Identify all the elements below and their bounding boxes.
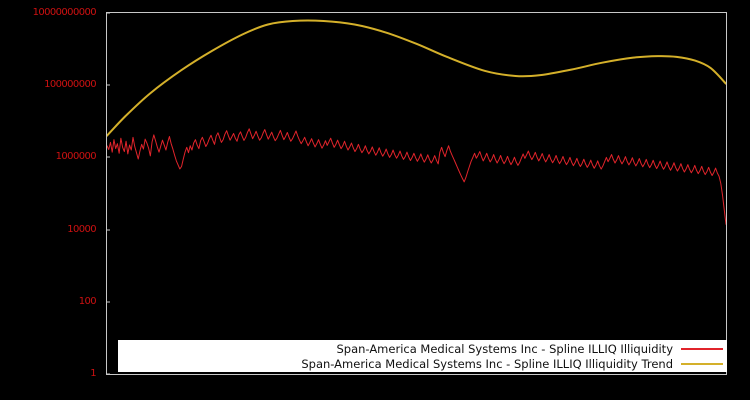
y-tick-label-4: 100 [78, 295, 97, 307]
y-tick-mark-3 [106, 229, 110, 231]
y-axis: 10000000000 100000000 1000000 10000 100 1 [0, 8, 100, 379]
y-tick-label-3: 10000 [67, 223, 96, 235]
y-tick-label-5: 1 [90, 368, 96, 379]
y-tick-mark-4 [106, 301, 110, 303]
legend-swatch-illiq-trend [681, 362, 723, 365]
y-tick-label-2: 1000000 [55, 151, 97, 163]
legend-label-illiq: Span-America Medical Systems Inc - Splin… [336, 341, 673, 356]
y-tick-label-0: 10000000000 [32, 7, 97, 18]
legend-label-illiq-trend: Span-America Medical Systems Inc - Splin… [301, 356, 673, 371]
y-tick-mark-5 [106, 373, 110, 375]
y-tick-mark-0 [106, 12, 110, 14]
chart-canvas [107, 19, 726, 225]
series-illiq-line [107, 128, 726, 225]
plot-clip [107, 13, 726, 374]
legend-swatch-illiq [681, 347, 723, 350]
y-tick-mark-1 [106, 84, 110, 86]
series-illiq-trend-line [107, 19, 726, 137]
y-tick-label-1: 100000000 [44, 79, 96, 91]
chart-legend: Span-America Medical Systems Inc - Splin… [118, 340, 727, 372]
legend-item-illiq: Span-America Medical Systems Inc - Splin… [118, 341, 723, 356]
y-tick-mark-2 [106, 156, 110, 158]
legend-item-illiq-trend: Span-America Medical Systems Inc - Splin… [118, 356, 723, 371]
plot-area [106, 12, 727, 375]
